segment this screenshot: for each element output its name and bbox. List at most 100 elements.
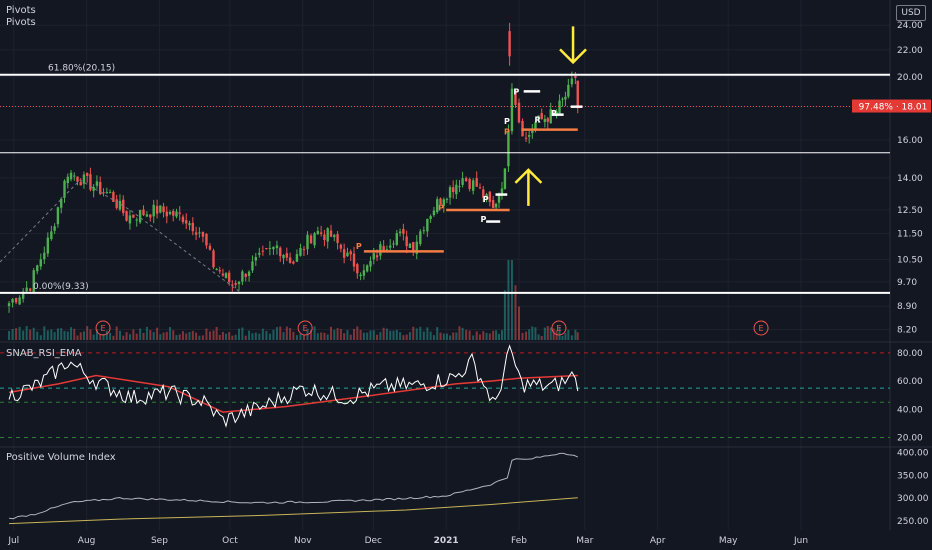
- volume-bar: [251, 333, 254, 340]
- volume-bar: [537, 334, 540, 340]
- volume-bar: [461, 327, 464, 340]
- candle-body: [385, 249, 389, 251]
- volume-bar: [458, 326, 461, 340]
- candle-body: [408, 243, 412, 249]
- candle-body: [546, 118, 549, 122]
- volume-bar: [29, 329, 32, 340]
- pivot-marker: P: [504, 117, 510, 126]
- volume-bar: [449, 335, 452, 340]
- volume-bar: [528, 329, 531, 340]
- rsi-y-tick-label: 40.00: [897, 405, 923, 415]
- candle-body: [292, 261, 295, 264]
- overlays-layer: [0, 73, 890, 294]
- candle-body: [194, 232, 198, 235]
- volume-bar: [89, 329, 92, 340]
- candle-body: [155, 205, 159, 214]
- x-axis: Jul Aug Sep Oct Nov Dec 2021 Feb Mar Apr May Jun: [7, 536, 808, 546]
- candle-body: [261, 250, 265, 252]
- pivot-marker: P: [480, 215, 486, 224]
- candle-body: [85, 173, 89, 176]
- candle-body: [208, 245, 212, 250]
- candle-body: [25, 287, 28, 292]
- x-tick-label: May: [719, 536, 738, 546]
- candle-body: [576, 80, 579, 107]
- volume-bar: [452, 332, 455, 340]
- volume-bar: [92, 334, 95, 340]
- candle-body: [436, 199, 439, 213]
- volume-bar: [178, 334, 181, 340]
- candle-body: [452, 187, 455, 193]
- candle-body: [488, 191, 492, 202]
- volume-bar: [339, 328, 342, 340]
- candle-body: [369, 260, 372, 267]
- candle-body: [356, 264, 359, 274]
- volume-bar: [525, 331, 528, 340]
- volume-bar: [66, 331, 69, 340]
- candle-body: [11, 299, 14, 303]
- candle-body: [198, 232, 201, 234]
- volume-bar: [330, 326, 332, 340]
- volume-bar: [333, 329, 336, 340]
- earnings-marker: E: [303, 324, 308, 333]
- y-tick-label: 22.00: [897, 46, 923, 56]
- pvi-y-tick-label: 400.00: [897, 449, 929, 459]
- volume-bar: [336, 328, 339, 340]
- volume-bar: [564, 332, 567, 340]
- volume-bar: [543, 327, 546, 340]
- y-tick-label: 10.50: [897, 255, 923, 265]
- candle-body: [251, 261, 254, 271]
- volume-bar: [488, 333, 491, 340]
- currency-button[interactable]: USD: [896, 5, 926, 21]
- volume-bar: [521, 332, 524, 340]
- volume-bar: [500, 330, 503, 340]
- volume-bar: [546, 326, 549, 340]
- candle-body: [540, 113, 543, 120]
- candle-body: [372, 253, 375, 260]
- candle-body: [212, 250, 215, 268]
- candle-body: [555, 111, 558, 114]
- volume-bar: [574, 329, 577, 340]
- candle-body: [382, 245, 385, 251]
- volume-bar: [510, 260, 513, 340]
- volume-bar: [272, 329, 275, 340]
- volume-bar: [112, 335, 115, 340]
- volume-bar: [359, 329, 362, 340]
- volume-bar: [465, 329, 468, 340]
- volume-bar: [369, 330, 372, 340]
- volume-bar: [275, 327, 278, 340]
- pivot-marker: R: [551, 109, 557, 118]
- volume-bar: [265, 331, 268, 340]
- candle-body: [191, 222, 195, 232]
- candle-body: [537, 115, 540, 120]
- volume-bar: [135, 333, 138, 340]
- volume-bar: [212, 330, 215, 340]
- candle-body: [419, 231, 422, 245]
- volume-bar: [159, 334, 162, 340]
- volume-bar: [53, 332, 56, 340]
- candle-body: [306, 234, 309, 250]
- volume-bar: [95, 329, 98, 340]
- candle-body: [149, 214, 152, 218]
- candle-body: [201, 231, 205, 237]
- candle-body: [63, 180, 66, 198]
- volume-bar: [221, 331, 224, 340]
- candle-body: [362, 270, 366, 276]
- volume-bar: [109, 332, 112, 340]
- volume-bar: [475, 331, 478, 340]
- candle-body: [66, 176, 69, 184]
- candle-body: [73, 175, 76, 177]
- volume-bar: [540, 335, 543, 340]
- candle-body: [185, 220, 188, 224]
- candle-body: [205, 233, 208, 246]
- candle-body: [36, 265, 39, 272]
- volume-bar: [436, 327, 439, 340]
- volume-bar: [162, 332, 165, 340]
- x-tick-label: Sep: [151, 536, 168, 546]
- volume-bar: [76, 335, 79, 340]
- legend-line-1: Pivots: [6, 5, 36, 16]
- earnings-icon: [95, 320, 111, 336]
- candle-body: [478, 187, 482, 189]
- candle-body: [402, 228, 405, 234]
- volume-bar: [165, 331, 168, 340]
